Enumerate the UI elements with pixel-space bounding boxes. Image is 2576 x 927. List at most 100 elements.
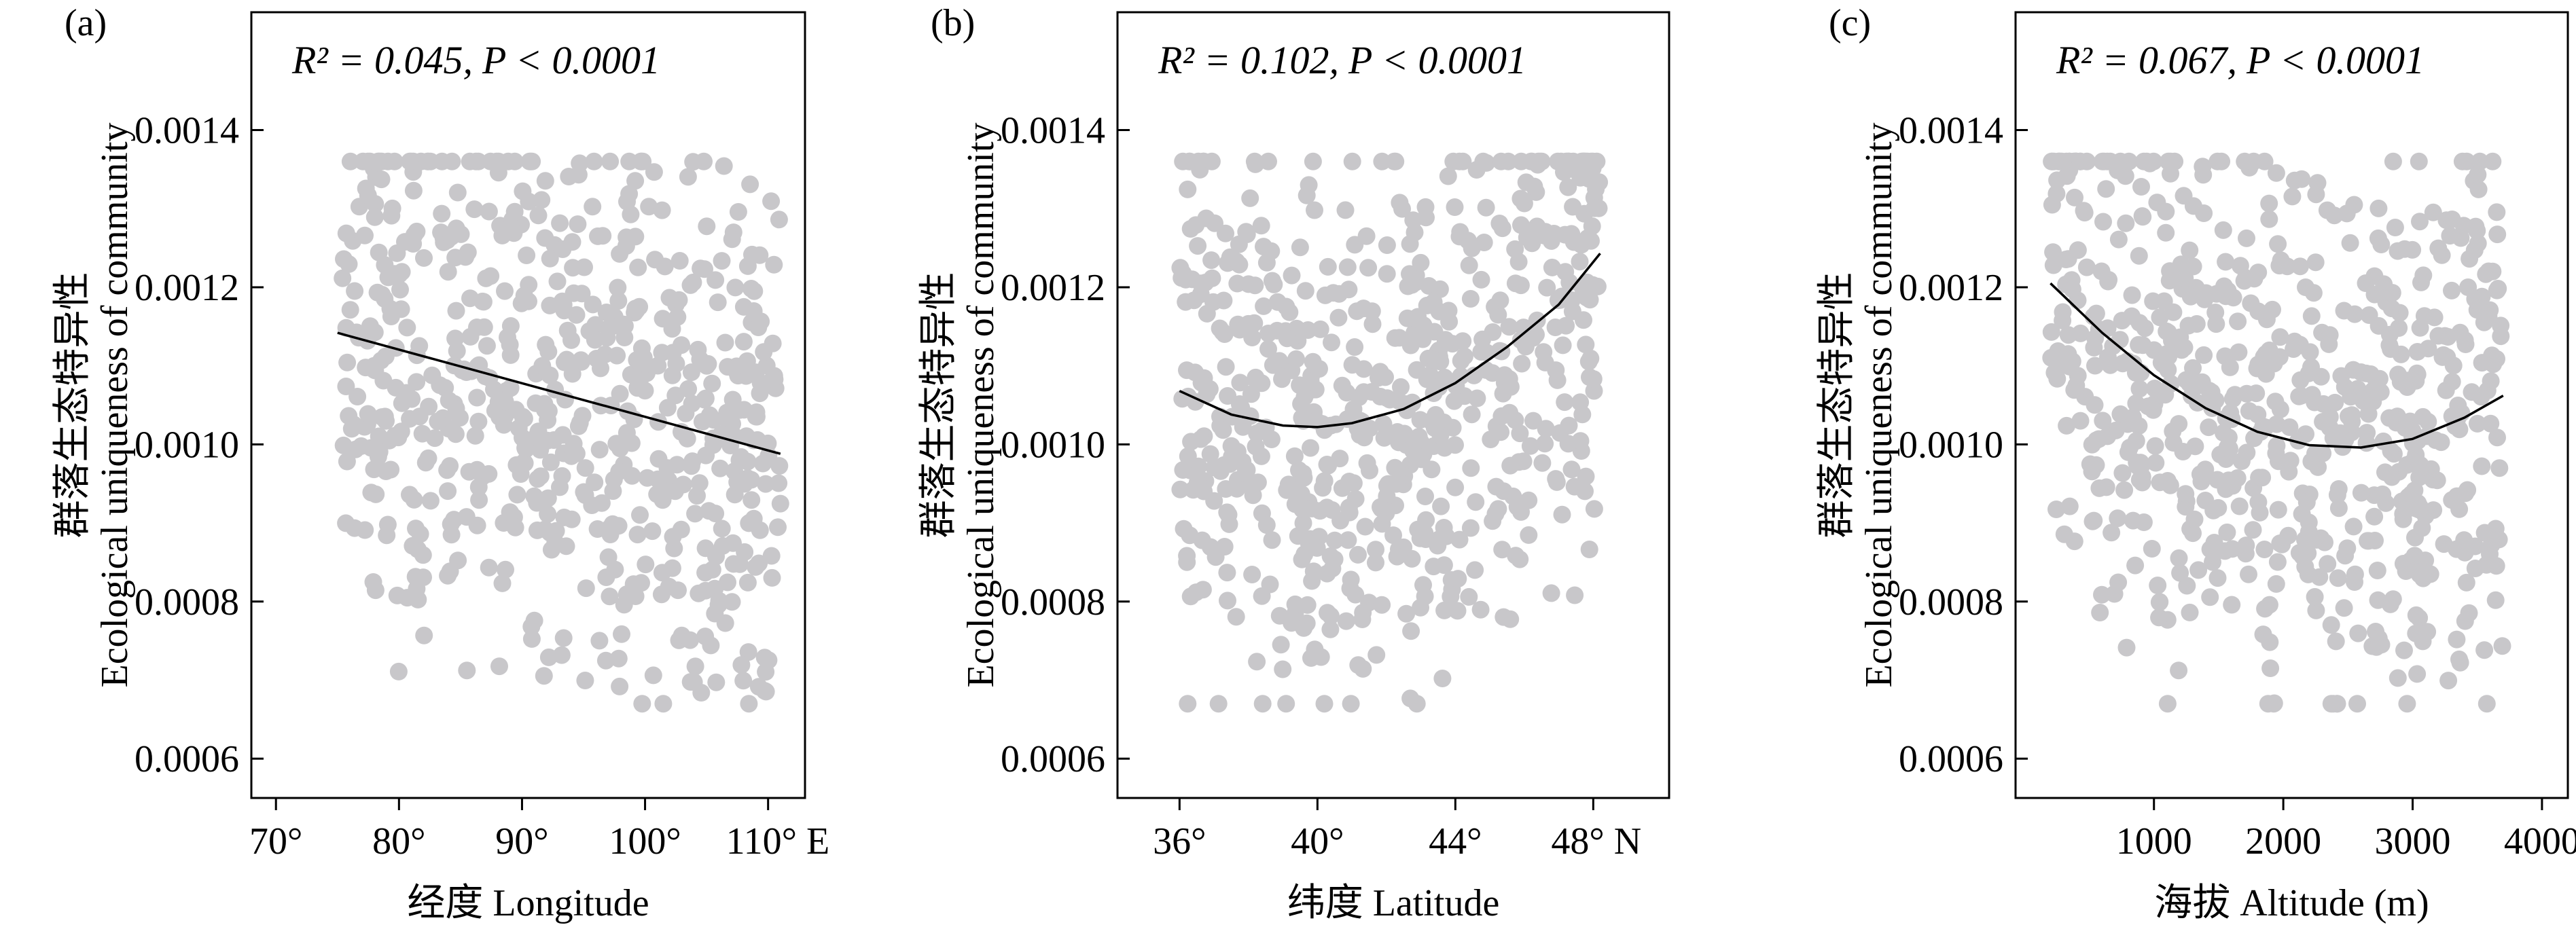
- data-point: [2086, 396, 2104, 414]
- data-point: [409, 540, 427, 558]
- data-point: [1556, 393, 1574, 412]
- data-point: [572, 351, 590, 369]
- data-point: [1511, 331, 1530, 349]
- data-point: [1477, 198, 1495, 217]
- data-point: [1259, 152, 1277, 170]
- data-point: [1571, 432, 1590, 450]
- data-point: [541, 296, 559, 314]
- data-point: [576, 672, 594, 689]
- data-point: [601, 587, 619, 606]
- data-point: [1321, 606, 1340, 625]
- data-point: [2475, 524, 2494, 542]
- data-point: [2345, 196, 2363, 214]
- data-point: [2348, 695, 2366, 713]
- data-point: [2045, 363, 2064, 382]
- data-point: [495, 416, 513, 434]
- data-point: [1511, 276, 1530, 295]
- data-point: [1179, 695, 1197, 713]
- data-point: [2244, 521, 2262, 539]
- data-point: [1378, 236, 1396, 254]
- data-point: [558, 321, 577, 340]
- data-point: [480, 558, 498, 577]
- data-point: [1373, 152, 1391, 170]
- data-point: [2369, 199, 2388, 217]
- data-point: [1494, 384, 1512, 403]
- data-point: [1552, 152, 1570, 170]
- r-squared-text: R² = 0.102,: [1158, 38, 1339, 82]
- data-point: [1333, 376, 1351, 395]
- data-point: [2255, 541, 2274, 558]
- p-value-text: P < 0.0001: [1348, 38, 1526, 82]
- data-point: [608, 346, 626, 365]
- data-point: [419, 152, 437, 170]
- data-point: [2138, 152, 2155, 170]
- data-point: [2133, 468, 2151, 486]
- data-point: [573, 407, 592, 425]
- data-point: [1202, 152, 1221, 170]
- data-point: [1559, 178, 1577, 196]
- data-point: [707, 673, 726, 691]
- data-point: [1588, 277, 1607, 295]
- data-point: [1355, 383, 1373, 401]
- data-point: [2256, 600, 2274, 618]
- data-point: [2336, 378, 2354, 396]
- data-point: [2405, 547, 2424, 565]
- data-point: [1417, 511, 1435, 529]
- y-tick-label: 0.0006: [135, 738, 239, 780]
- data-point: [2170, 415, 2188, 433]
- data-point: [473, 292, 492, 310]
- plot-frame: [2014, 11, 2569, 799]
- data-point: [1571, 168, 1590, 187]
- data-point: [1446, 478, 1465, 496]
- data-point: [2461, 250, 2479, 268]
- data-point: [415, 249, 433, 267]
- data-point: [1387, 475, 1406, 493]
- x-axis-title: 海拔 Altitude (m): [2154, 882, 2429, 924]
- data-point: [546, 533, 565, 551]
- data-point: [677, 404, 695, 422]
- x-tick-label: 4000: [2504, 820, 2576, 862]
- data-point: [1491, 291, 1509, 310]
- y-tick-label: 0.0006: [1001, 738, 1105, 780]
- data-point: [469, 478, 488, 496]
- data-point: [2329, 569, 2347, 587]
- data-point: [670, 291, 688, 309]
- data-point: [1435, 601, 1454, 619]
- data-point: [609, 517, 628, 535]
- data-point: [372, 170, 391, 189]
- data-point: [771, 494, 789, 513]
- data-point: [2260, 194, 2278, 213]
- data-point: [734, 333, 753, 351]
- data-point: [2488, 429, 2506, 447]
- data-point: [2065, 381, 2083, 399]
- data-point: [1467, 493, 1485, 511]
- data-point: [1484, 512, 1502, 530]
- data-point: [653, 564, 671, 582]
- data-point: [2098, 152, 2116, 170]
- data-point: [2413, 519, 2431, 537]
- data-point: [398, 319, 416, 337]
- data-point: [1446, 436, 1464, 454]
- data-point: [1343, 356, 1361, 374]
- data-point: [1425, 419, 1444, 437]
- data-point: [1521, 437, 1539, 455]
- data-point: [1298, 186, 1316, 204]
- data-point: [2166, 152, 2184, 170]
- data-point: [461, 327, 480, 346]
- data-point: [1222, 437, 1240, 455]
- data-point: [2435, 535, 2453, 553]
- data-point: [551, 478, 569, 496]
- data-point: [654, 695, 673, 713]
- data-point: [2477, 695, 2496, 713]
- data-point: [729, 203, 747, 221]
- data-point: [2443, 281, 2461, 299]
- data-point: [2124, 408, 2142, 426]
- data-point: [1253, 695, 1272, 713]
- y-tick-label: 0.0008: [1899, 581, 2003, 623]
- data-point: [2157, 223, 2175, 242]
- data-point: [713, 520, 731, 538]
- data-point: [2223, 390, 2242, 408]
- data-point: [2407, 606, 2425, 624]
- data-point: [1323, 333, 1340, 352]
- data-point: [405, 226, 423, 244]
